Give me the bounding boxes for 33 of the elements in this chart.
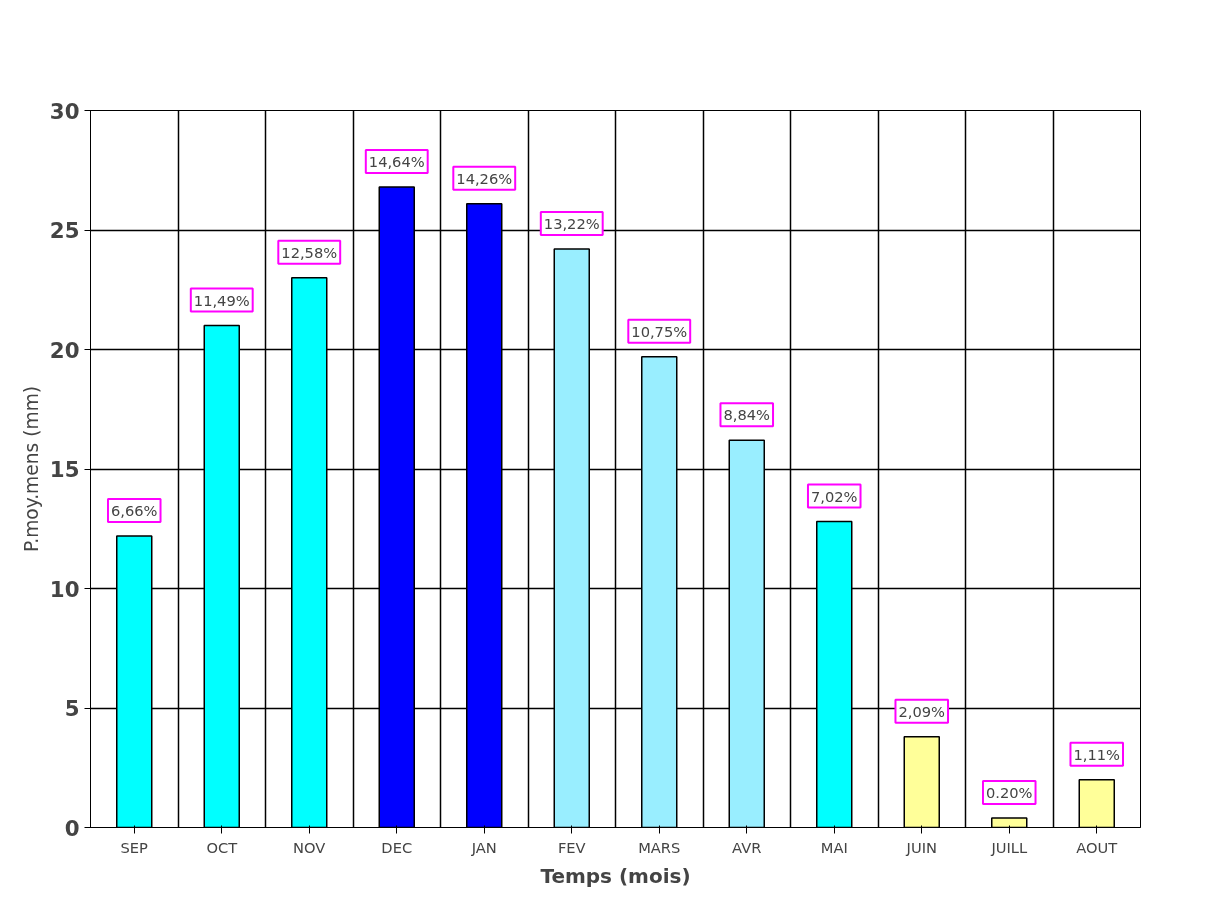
x-tick-label: JUILL (990, 838, 1028, 856)
annotation: 13,22% (543, 215, 600, 233)
x-tick-label: SEP (120, 838, 149, 856)
annotation: 1,11% (1073, 745, 1121, 763)
annotation: 8,84% (723, 406, 771, 424)
x-axis-title: Temps (mois) (540, 863, 691, 888)
y-tick-label: 5 (64, 696, 80, 721)
annotation: 6,66% (110, 501, 158, 519)
y-tick-label: 30 (49, 98, 80, 124)
x-tick-label: JUIN (905, 838, 937, 856)
y-tick-label: 20 (49, 337, 80, 363)
y-tick-label: 0 (64, 815, 80, 841)
x-tick-label: JAN (470, 838, 497, 856)
x-tick-label: DEC (381, 838, 413, 856)
annotation: 2,09% (898, 702, 946, 720)
x-tick-label: MARS (638, 838, 681, 856)
annotation: 12,58% (281, 243, 338, 261)
annotation: 0.20% (985, 783, 1033, 801)
x-tick-label: AVR (732, 838, 762, 856)
annotation: 14,64% (368, 152, 425, 170)
y-tick-label: 25 (49, 218, 80, 243)
y-tick-label: 15 (49, 457, 80, 482)
x-tick-label: MAI (820, 838, 848, 856)
y-axis-title: P.moy.mens (mm) (20, 385, 42, 553)
x-tick-label: NOV (293, 838, 326, 856)
annotation: 10,75% (631, 322, 688, 340)
annotation: 14,26% (456, 169, 513, 187)
y-tick-label: 10 (49, 576, 80, 602)
x-tick-label: AOUT (1076, 838, 1118, 856)
annotation: 7,02% (810, 487, 858, 505)
annotation: 11,49% (193, 291, 250, 309)
x-tick-label: OCT (206, 838, 238, 856)
x-tick-label: FEV (557, 838, 586, 856)
